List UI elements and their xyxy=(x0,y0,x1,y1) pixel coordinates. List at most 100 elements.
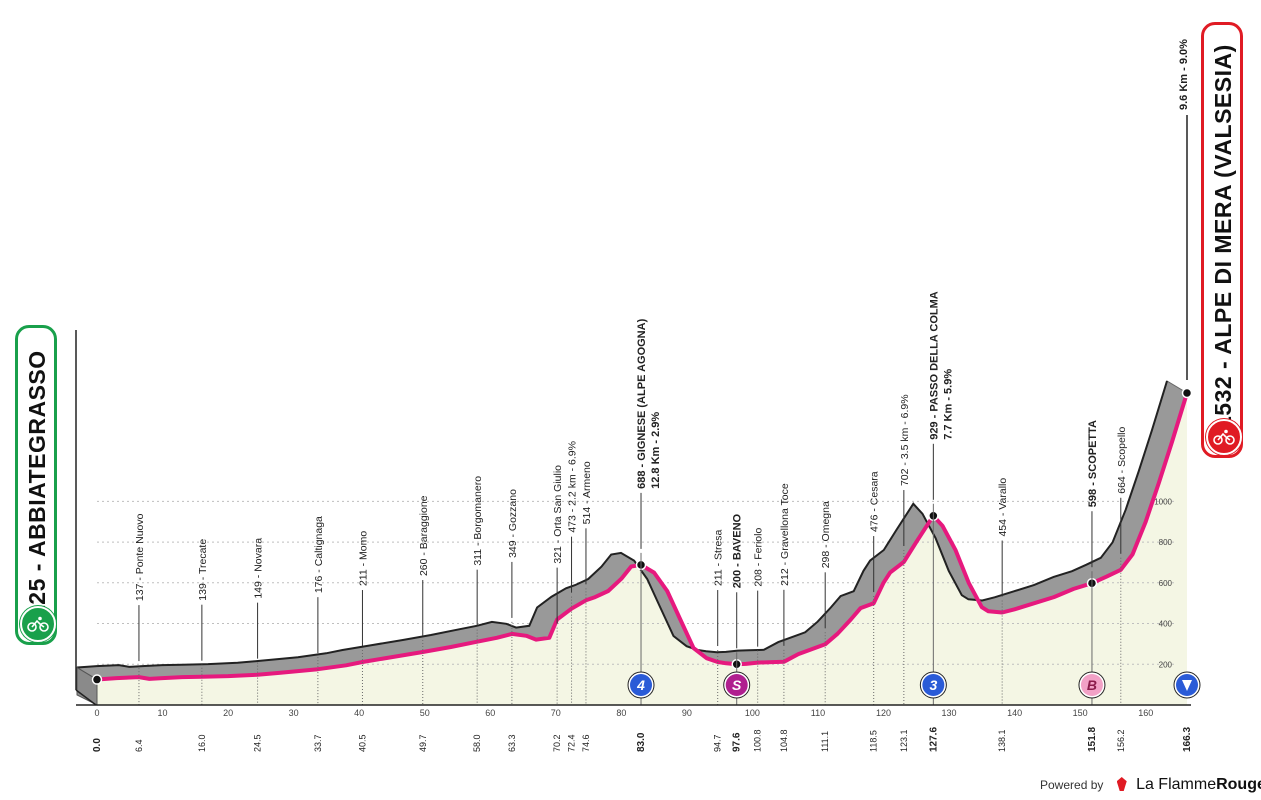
km-tick-label: 130 xyxy=(942,708,957,718)
km-tick-label: 110 xyxy=(811,708,825,718)
finish-climb-label: 9.6 Km - 9.0% xyxy=(1178,39,1190,110)
category-markers: 4 S 3 B xyxy=(627,671,1201,699)
point-label: 514 - Armeno xyxy=(581,461,593,524)
km-point-label: 24.5 xyxy=(253,734,263,752)
km-point-label: 111.1 xyxy=(820,731,830,752)
km-point-label: 16.0 xyxy=(197,734,207,752)
route-point-dot xyxy=(91,674,103,685)
km-point-label: 49.7 xyxy=(418,734,428,752)
marker-symbol: B xyxy=(1087,677,1097,693)
marker-fill xyxy=(725,674,748,696)
km-point-label: 6.4 xyxy=(134,739,144,752)
altitude-tick-label: 1000 xyxy=(1154,497,1172,506)
altitude-tick-label: 400 xyxy=(1159,620,1173,629)
finish-cyclist-icon xyxy=(1206,419,1242,455)
km-point-label: 97.6 xyxy=(732,732,743,752)
finish-label: 1532 - ALPE DI MERA (VALSESIA) xyxy=(1210,44,1236,429)
point-label: 211 - Momo xyxy=(357,531,369,586)
altitude-tick-label: 800 xyxy=(1159,538,1173,547)
point-label: 212 - Gravellona Toce xyxy=(779,483,791,586)
km-tick-label: 70 xyxy=(551,708,561,718)
finish-triangle-icon xyxy=(1173,671,1201,699)
km-point-label: 166.3 xyxy=(1182,727,1193,752)
point-label: 929 - PASSO DELLA COLMA xyxy=(928,291,940,440)
sprint-icon: S xyxy=(723,671,751,699)
km-tick-label: 120 xyxy=(876,708,891,718)
point-labels: 137 - Ponte Nuovo 139 - Trecate 149 - Nova… xyxy=(134,39,1190,601)
point-label: 454 - Varallo xyxy=(997,478,1009,537)
point-label: 473 - 2.2 km - 6.9% xyxy=(567,441,579,533)
point-drop-lines xyxy=(138,443,1122,705)
route-point-dot xyxy=(1181,387,1193,399)
km-point-label: 156.2 xyxy=(1116,729,1126,752)
start-label: 125 - ABBIATEGRASSO xyxy=(24,350,50,618)
km-point-label: 63.3 xyxy=(507,734,517,752)
point-label: 139 - Trecate xyxy=(197,539,209,601)
brand-regular: La Flamme xyxy=(1136,776,1217,793)
finish-triangle xyxy=(1182,680,1192,691)
start-cyclist-icon xyxy=(20,606,56,642)
climb-detail-label: 7.7 Km - 5.9% xyxy=(942,369,954,440)
km-tick-label: 150 xyxy=(1073,708,1088,718)
marker-symbol: 3 xyxy=(929,677,937,693)
km-tick-label: 140 xyxy=(1007,708,1022,718)
km-tick-label: 30 xyxy=(289,708,299,718)
altitude-grid: 200 400 600 800 1000 xyxy=(97,497,1177,669)
footer-credit: Powered by La FlammeRouge xyxy=(1040,776,1261,794)
brand-bold: Rouge xyxy=(1216,776,1261,793)
km-tick-label: 160 xyxy=(1138,708,1153,718)
bonus-icon: B xyxy=(1078,671,1106,699)
marker-symbol: 4 xyxy=(636,677,645,693)
point-label: 176 - Caltignaga xyxy=(313,516,325,593)
point-label: 260 - Baraggione xyxy=(418,495,430,576)
marker-fill xyxy=(922,674,945,696)
km-tick-label: 90 xyxy=(682,708,692,718)
brand-name: La FlammeRouge xyxy=(1136,776,1261,793)
point-label: 137 - Ponte Nuovo xyxy=(134,513,146,601)
km-tick-label: 10 xyxy=(158,708,168,718)
gpm-category-3-icon: 3 xyxy=(919,671,947,699)
km-point-label: 151.8 xyxy=(1087,727,1098,752)
start-badge: 125 - ABBIATEGRASSO xyxy=(15,325,57,645)
chart-background xyxy=(97,393,1187,705)
km-point-label: 83.0 xyxy=(636,732,647,752)
point-label: 211 - Stresa xyxy=(713,529,725,586)
point-label: 200 - BAVENO xyxy=(732,513,744,588)
powered-by-text: Powered by xyxy=(1040,778,1104,792)
point-label: 208 - Feriolo xyxy=(753,528,765,587)
point-label: 476 - Cesara xyxy=(869,471,881,532)
km-point-label: 40.5 xyxy=(357,734,367,752)
x-axis-bevel xyxy=(75,689,97,706)
point-label: 598 - SCOPETTA xyxy=(1087,420,1099,507)
gpm-category-4-icon: 4 xyxy=(627,671,655,699)
altitude-tick-label: 600 xyxy=(1159,579,1173,588)
climb-detail-label: 12.8 Km - 2.9% xyxy=(650,412,662,489)
profile-route-line xyxy=(96,392,1189,682)
km-tick-label: 0 xyxy=(94,708,99,718)
km-point-label: 33.7 xyxy=(313,734,323,752)
point-label: 321 - Orta San Giulio xyxy=(552,465,564,564)
point-label: 702 - 3.5 km - 6.9% xyxy=(899,394,911,486)
km-point-label: 123.1 xyxy=(899,729,909,752)
km-tick-label: 40 xyxy=(354,708,364,718)
marker-symbol: S xyxy=(732,677,742,693)
profile-ground-area xyxy=(97,393,1187,705)
km-axis: 0.0 6.4 16.0 24.5 33.7 40.5 49.7 58.0 63.3 70.2 72… xyxy=(75,689,1193,752)
point-label: 664 - Scopello xyxy=(1116,426,1128,493)
km-tick-label: 60 xyxy=(485,708,495,718)
point-label: 311 - Borgomanero xyxy=(472,476,484,566)
marker-fill xyxy=(630,674,653,696)
km-tick-label: 80 xyxy=(616,708,626,718)
km-point-label: 58.0 xyxy=(472,734,482,752)
point-label: 149 - Novara xyxy=(253,538,265,599)
km-point-label: 127.6 xyxy=(928,727,939,752)
point-label: 688 - GIGNESE (ALPE AGOGNA) xyxy=(636,318,648,488)
altitude-tick-label: 200 xyxy=(1159,660,1173,669)
la-flamme-rouge-logo-icon xyxy=(1116,777,1127,791)
km-tick-label: 50 xyxy=(420,708,430,718)
km-point-label: 70.2 xyxy=(552,734,562,752)
km-point-label: 72.4 xyxy=(567,734,577,752)
marker-fill xyxy=(1080,674,1103,696)
km-point-label: 104.8 xyxy=(779,729,789,752)
